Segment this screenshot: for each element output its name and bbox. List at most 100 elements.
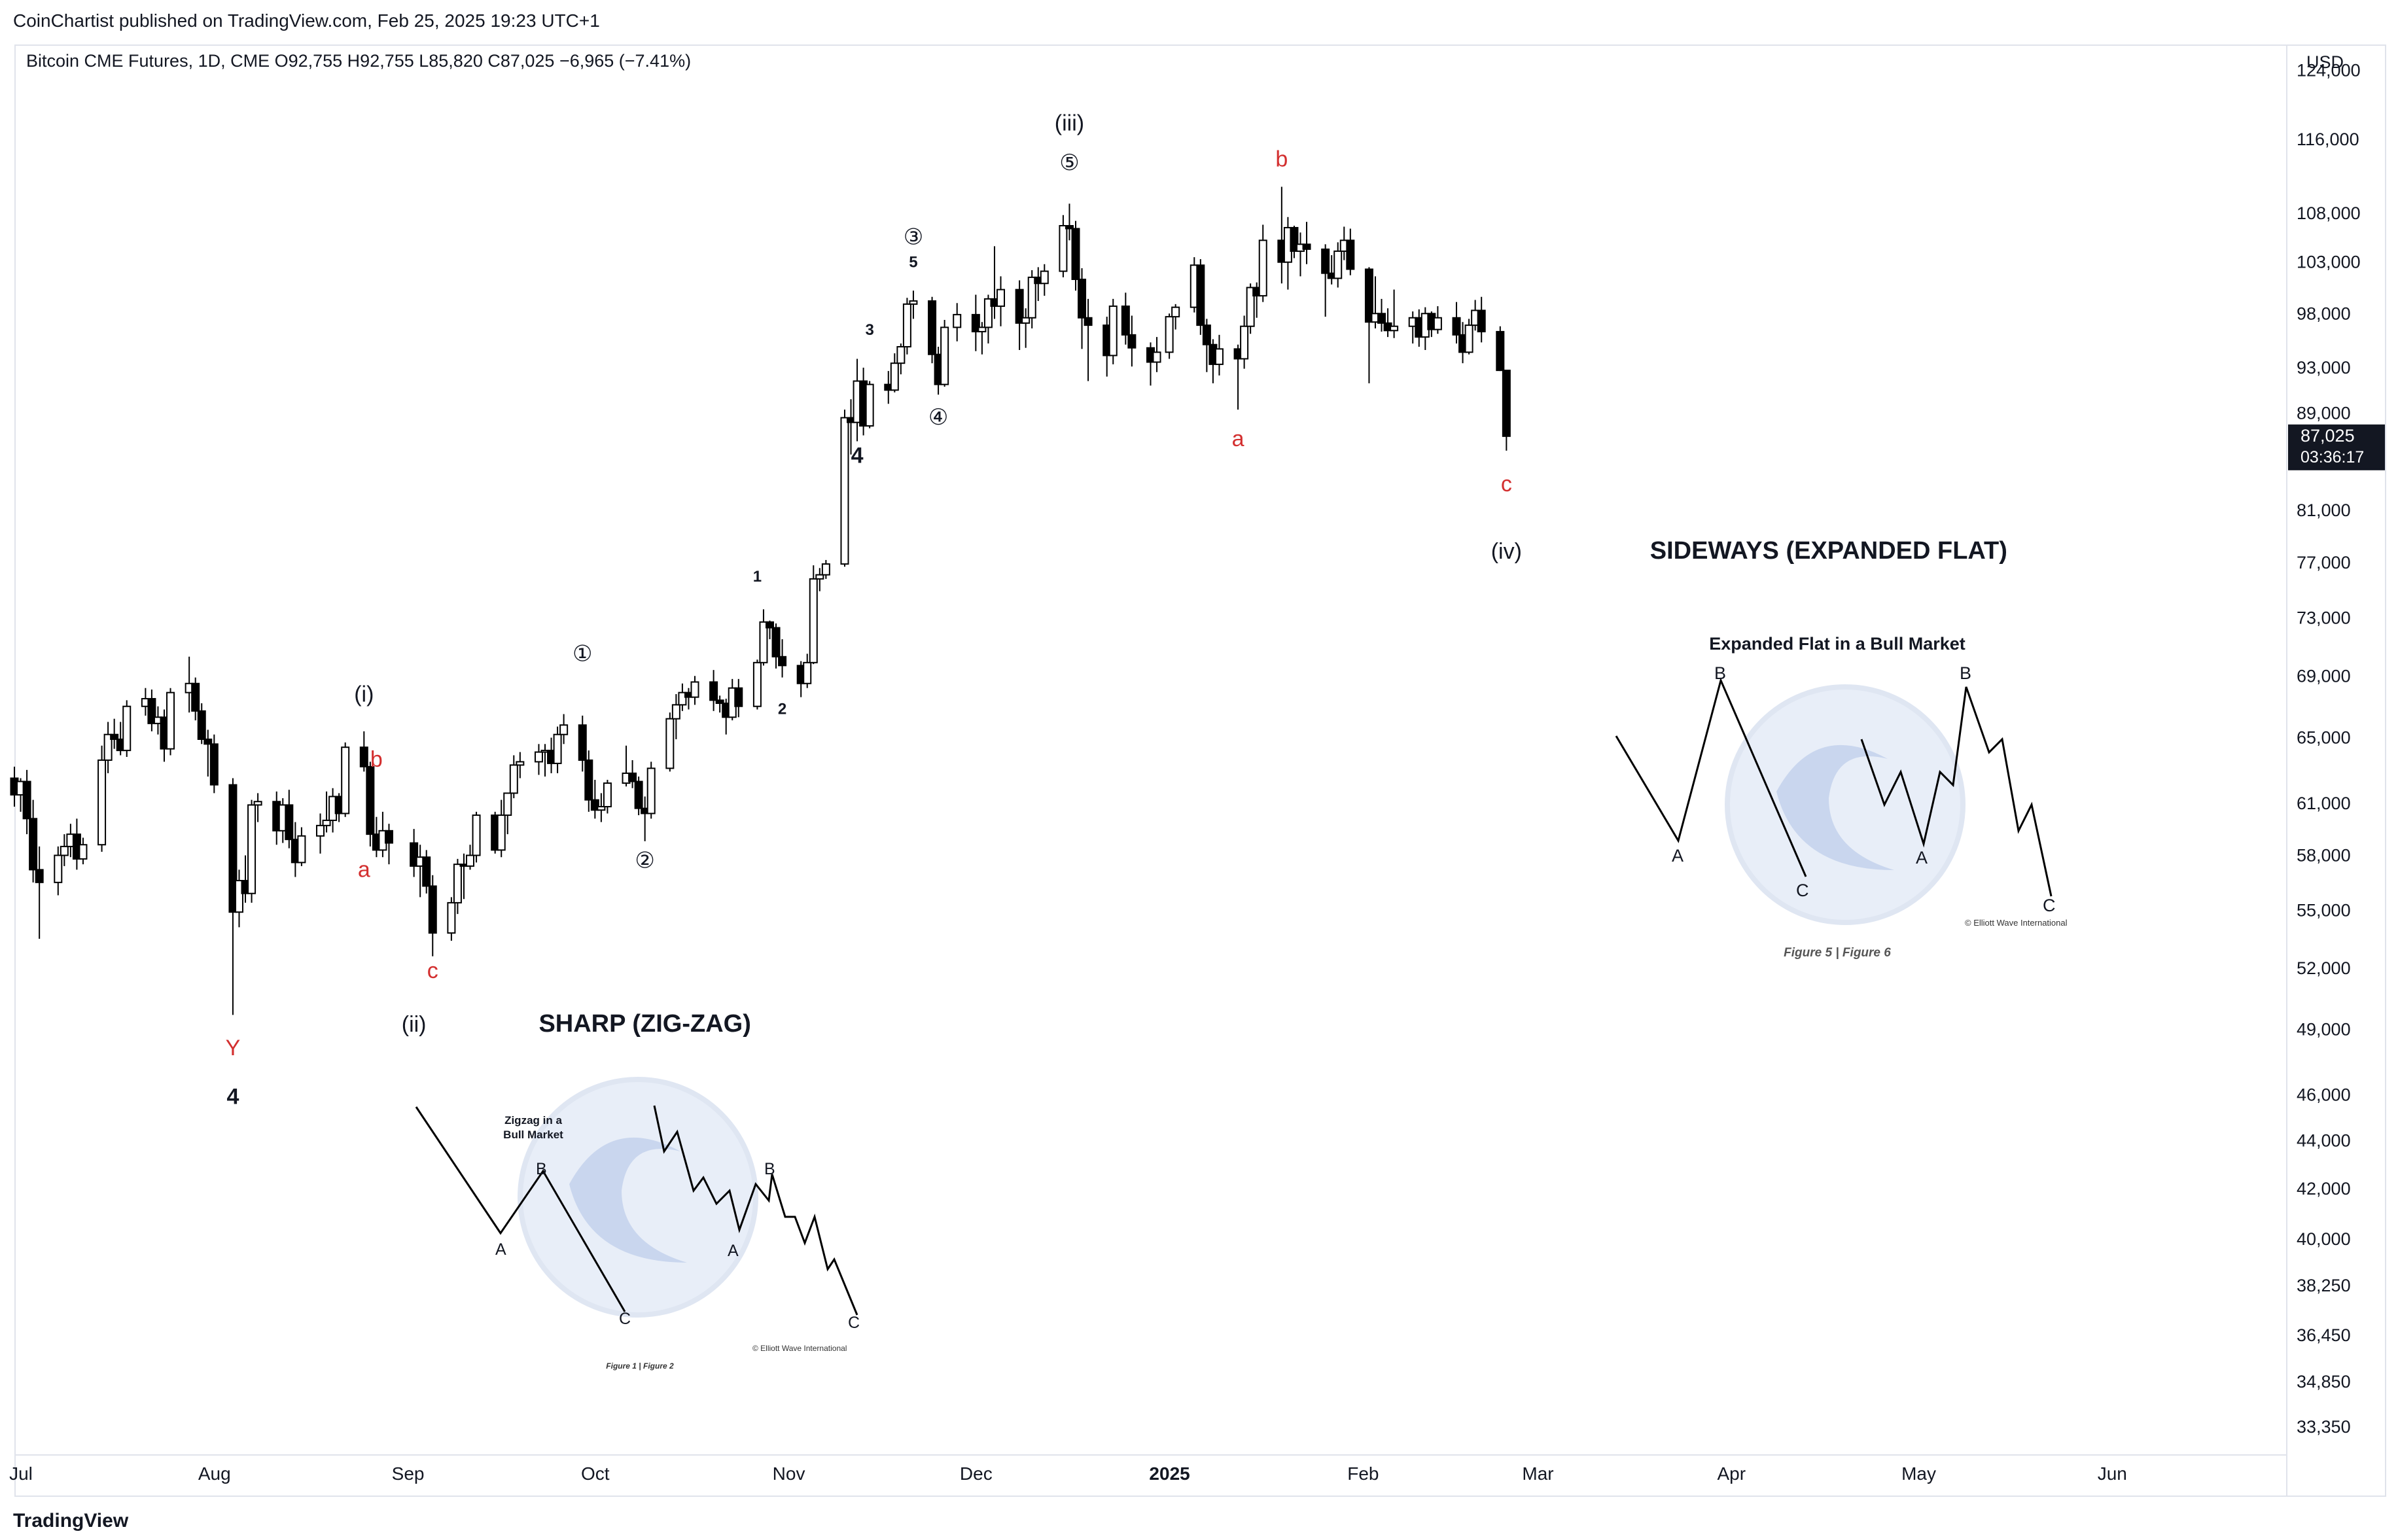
- time-tick-label: Sep: [392, 1463, 425, 1484]
- candle: [1084, 298, 1093, 381]
- candle: [253, 793, 262, 822]
- candle: [1502, 370, 1511, 451]
- candle: [978, 322, 987, 355]
- candle: [322, 791, 331, 833]
- price-tick-label: 98,000: [2297, 304, 2351, 323]
- candle: [472, 811, 481, 863]
- price-tick-label: 55,000: [2297, 900, 2351, 920]
- candle: [1027, 270, 1036, 329]
- time-axis[interactable]: Jul Aug Sep Oct Nov Dec 2025 Feb Mar Apr May Jun: [9, 1463, 2127, 1484]
- wave-label: a: [358, 857, 370, 882]
- candle: [603, 780, 612, 814]
- symbol-line: Bitcoin CME Futures, 1D, CME O92,755 H92…: [26, 51, 691, 71]
- flat-title: Expanded Flat in a Bull Market: [1709, 634, 1966, 654]
- candle: [671, 693, 680, 739]
- candle: [54, 846, 63, 896]
- wave-label: (i): [354, 682, 374, 707]
- candle: [422, 850, 431, 894]
- wave-label: ②: [635, 849, 654, 873]
- zigzag-credit: © Elliott Wave International: [752, 1344, 847, 1353]
- candle: [840, 410, 849, 567]
- price-tick-label: 36,450: [2297, 1325, 2351, 1345]
- candle: [1165, 313, 1174, 359]
- time-tick-label: Jun: [2098, 1463, 2127, 1484]
- candle: [584, 750, 593, 812]
- candle: [166, 688, 175, 756]
- candle: [503, 792, 512, 835]
- zigzag-label-c1: C: [619, 1310, 631, 1328]
- candle: [1021, 308, 1031, 348]
- candle: [247, 799, 256, 903]
- ewi-wave-shape-left: [569, 1137, 687, 1263]
- wave-label: SHARP (ZIG-ZAG): [538, 1010, 750, 1038]
- flat-label-c2: C: [2043, 896, 2056, 915]
- candle: [516, 752, 525, 779]
- candle: [646, 761, 656, 819]
- wave-label: SIDEWAYS (EXPANDED FLAT): [1650, 537, 2007, 565]
- zigzag-label-a1: A: [495, 1240, 506, 1259]
- price-tick-label: 116,000: [2297, 130, 2359, 149]
- candle: [366, 761, 375, 847]
- flat-caption: Figure 5 | Figure 6: [1784, 946, 1891, 960]
- flat-inset: Expanded Flat in a Bull Market A B C A B…: [1615, 634, 2068, 960]
- time-tick-label: Feb: [1347, 1463, 1379, 1484]
- candle: [534, 744, 543, 775]
- last-price-value: 87,025: [2301, 426, 2355, 446]
- candle: [466, 845, 475, 870]
- candle: [940, 319, 949, 387]
- time-tick-label: 2025: [1149, 1463, 1190, 1484]
- candle: [771, 623, 781, 669]
- candle: [285, 790, 294, 849]
- candle: [1065, 203, 1074, 241]
- candle: [953, 303, 962, 341]
- candle: [1333, 242, 1343, 288]
- wave-label: 2: [778, 701, 786, 718]
- candle: [902, 298, 911, 355]
- candle: [1377, 298, 1386, 332]
- candle: [428, 875, 437, 956]
- wave-label: 1: [753, 568, 762, 586]
- time-tick-label: Aug: [198, 1463, 231, 1484]
- price-tick-label: 61,000: [2297, 794, 2351, 813]
- wave-label: c: [1501, 472, 1512, 497]
- candle: [1346, 228, 1355, 275]
- candle: [410, 829, 419, 877]
- price-axis[interactable]: 124,000 116,000 108,000 103,000 98,000 93,000…: [2297, 61, 2361, 1437]
- tradingview-logo[interactable]: TradingView: [13, 1510, 129, 1531]
- price-tick-label: 108,000: [2297, 203, 2361, 223]
- candle: [29, 799, 38, 883]
- price-tick-label: 58,000: [2297, 845, 2351, 865]
- candle: [1171, 304, 1180, 330]
- candle: [209, 734, 219, 794]
- wave-label: 4: [226, 1084, 239, 1109]
- candle: [590, 780, 599, 819]
- candle: [1202, 319, 1211, 372]
- candle: [628, 760, 637, 788]
- price-tick-label: 77,000: [2297, 553, 2351, 572]
- wave-label: ③: [904, 224, 923, 249]
- candle: [678, 683, 687, 711]
- price-tick-label: 65,000: [2297, 728, 2351, 748]
- time-tick-label: Nov: [773, 1463, 805, 1484]
- candle: [1452, 302, 1461, 344]
- candle: [1302, 222, 1311, 264]
- candle: [1108, 298, 1118, 364]
- candle: [1059, 215, 1068, 277]
- ewi-watermark-left: [518, 1077, 758, 1318]
- candle: [60, 834, 69, 866]
- candlestick-series: [10, 186, 1511, 1015]
- candle: [928, 296, 937, 364]
- currency-label[interactable]: USD: [2306, 52, 2344, 72]
- candle: [1364, 267, 1373, 383]
- time-tick-label: May: [1901, 1463, 1936, 1484]
- zigzag-label-b1: B: [536, 1160, 547, 1178]
- candle: [759, 609, 768, 666]
- candle: [147, 690, 156, 731]
- candle: [1390, 289, 1399, 338]
- candle: [715, 695, 724, 713]
- candle: [1246, 283, 1255, 334]
- flat-label-a2: A: [1916, 848, 1928, 867]
- flat-figure5-line: [1615, 677, 1807, 877]
- candle: [690, 676, 699, 705]
